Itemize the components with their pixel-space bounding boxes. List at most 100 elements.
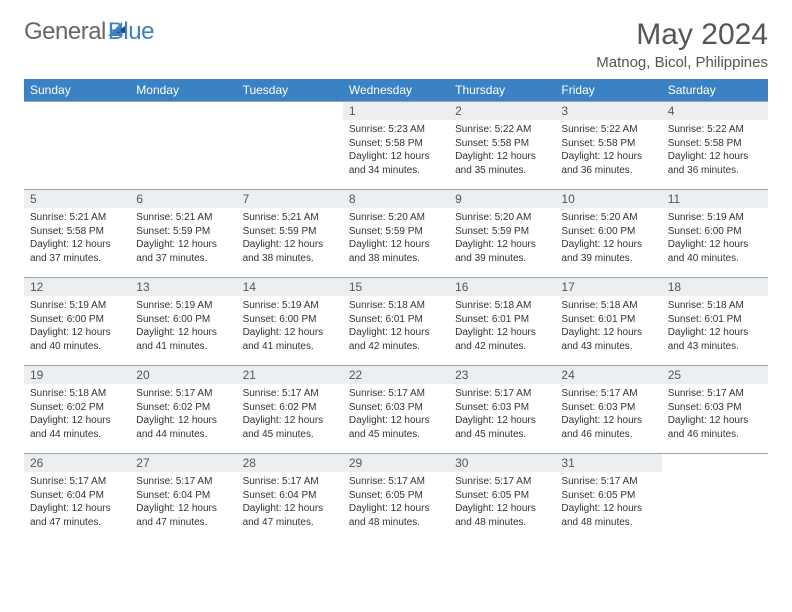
day-details: Sunrise: 5:20 AMSunset: 5:59 PMDaylight:… <box>449 208 555 269</box>
day-details: Sunrise: 5:18 AMSunset: 6:01 PMDaylight:… <box>449 296 555 357</box>
day-details: Sunrise: 5:23 AMSunset: 5:58 PMDaylight:… <box>343 120 449 181</box>
day-details: Sunrise: 5:17 AMSunset: 6:03 PMDaylight:… <box>343 384 449 445</box>
calendar-cell: 7Sunrise: 5:21 AMSunset: 5:59 PMDaylight… <box>237 190 343 278</box>
day-details: Sunrise: 5:17 AMSunset: 6:05 PMDaylight:… <box>555 472 661 533</box>
weekday-header: Tuesday <box>237 79 343 102</box>
calendar-cell: 19Sunrise: 5:18 AMSunset: 6:02 PMDayligh… <box>24 366 130 454</box>
day-number: 15 <box>343 278 449 296</box>
day-number: 10 <box>555 190 661 208</box>
brand-part1: General <box>24 18 106 46</box>
calendar-cell: 21Sunrise: 5:17 AMSunset: 6:02 PMDayligh… <box>237 366 343 454</box>
day-number: 1 <box>343 102 449 120</box>
calendar-cell: 2Sunrise: 5:22 AMSunset: 5:58 PMDaylight… <box>449 102 555 190</box>
day-details: Sunrise: 5:21 AMSunset: 5:59 PMDaylight:… <box>237 208 343 269</box>
calendar-cell: 18Sunrise: 5:18 AMSunset: 6:01 PMDayligh… <box>662 278 768 366</box>
day-number: 8 <box>343 190 449 208</box>
day-details: Sunrise: 5:19 AMSunset: 6:00 PMDaylight:… <box>130 296 236 357</box>
day-number: 28 <box>237 454 343 472</box>
calendar-cell <box>662 454 768 534</box>
weekday-header: Saturday <box>662 79 768 102</box>
location-subtitle: Matnog, Bicol, Philippines <box>596 54 768 71</box>
calendar-cell <box>130 102 236 190</box>
calendar-cell: 23Sunrise: 5:17 AMSunset: 6:03 PMDayligh… <box>449 366 555 454</box>
day-details: Sunrise: 5:17 AMSunset: 6:04 PMDaylight:… <box>237 472 343 533</box>
day-number: 2 <box>449 102 555 120</box>
day-number: 3 <box>555 102 661 120</box>
calendar-cell: 22Sunrise: 5:17 AMSunset: 6:03 PMDayligh… <box>343 366 449 454</box>
day-number: 30 <box>449 454 555 472</box>
day-number: 12 <box>24 278 130 296</box>
day-details: Sunrise: 5:18 AMSunset: 6:01 PMDaylight:… <box>662 296 768 357</box>
calendar-cell: 8Sunrise: 5:20 AMSunset: 5:59 PMDaylight… <box>343 190 449 278</box>
day-details: Sunrise: 5:17 AMSunset: 6:02 PMDaylight:… <box>130 384 236 445</box>
calendar-cell: 25Sunrise: 5:17 AMSunset: 6:03 PMDayligh… <box>662 366 768 454</box>
day-number: 18 <box>662 278 768 296</box>
calendar-cell <box>24 102 130 190</box>
day-number: 20 <box>130 366 236 384</box>
day-details: Sunrise: 5:17 AMSunset: 6:03 PMDaylight:… <box>449 384 555 445</box>
day-details: Sunrise: 5:21 AMSunset: 5:59 PMDaylight:… <box>130 208 236 269</box>
day-details: Sunrise: 5:17 AMSunset: 6:03 PMDaylight:… <box>662 384 768 445</box>
weekday-header: Monday <box>130 79 236 102</box>
day-details: Sunrise: 5:20 AMSunset: 5:59 PMDaylight:… <box>343 208 449 269</box>
day-number: 22 <box>343 366 449 384</box>
weekday-header: Sunday <box>24 79 130 102</box>
day-number: 17 <box>555 278 661 296</box>
calendar-cell: 6Sunrise: 5:21 AMSunset: 5:59 PMDaylight… <box>130 190 236 278</box>
day-number: 31 <box>555 454 661 472</box>
calendar-cell: 26Sunrise: 5:17 AMSunset: 6:04 PMDayligh… <box>24 454 130 534</box>
day-number: 5 <box>24 190 130 208</box>
day-number: 27 <box>130 454 236 472</box>
calendar-cell: 4Sunrise: 5:22 AMSunset: 5:58 PMDaylight… <box>662 102 768 190</box>
day-details: Sunrise: 5:17 AMSunset: 6:05 PMDaylight:… <box>343 472 449 533</box>
day-details: Sunrise: 5:19 AMSunset: 6:00 PMDaylight:… <box>24 296 130 357</box>
month-title: May 2024 <box>596 18 768 52</box>
day-details: Sunrise: 5:18 AMSunset: 6:01 PMDaylight:… <box>343 296 449 357</box>
day-details: Sunrise: 5:17 AMSunset: 6:04 PMDaylight:… <box>130 472 236 533</box>
day-number: 11 <box>662 190 768 208</box>
weekday-header: Friday <box>555 79 661 102</box>
day-details: Sunrise: 5:22 AMSunset: 5:58 PMDaylight:… <box>662 120 768 181</box>
calendar-cell: 29Sunrise: 5:17 AMSunset: 6:05 PMDayligh… <box>343 454 449 534</box>
calendar-cell: 31Sunrise: 5:17 AMSunset: 6:05 PMDayligh… <box>555 454 661 534</box>
calendar-cell: 11Sunrise: 5:19 AMSunset: 6:00 PMDayligh… <box>662 190 768 278</box>
day-details: Sunrise: 5:19 AMSunset: 6:00 PMDaylight:… <box>237 296 343 357</box>
calendar-cell: 24Sunrise: 5:17 AMSunset: 6:03 PMDayligh… <box>555 366 661 454</box>
day-number: 16 <box>449 278 555 296</box>
weekday-header: Thursday <box>449 79 555 102</box>
calendar-cell: 10Sunrise: 5:20 AMSunset: 6:00 PMDayligh… <box>555 190 661 278</box>
day-details: Sunrise: 5:20 AMSunset: 6:00 PMDaylight:… <box>555 208 661 269</box>
day-details: Sunrise: 5:17 AMSunset: 6:02 PMDaylight:… <box>237 384 343 445</box>
day-details: Sunrise: 5:19 AMSunset: 6:00 PMDaylight:… <box>662 208 768 269</box>
calendar-cell: 13Sunrise: 5:19 AMSunset: 6:00 PMDayligh… <box>130 278 236 366</box>
calendar-cell: 1Sunrise: 5:23 AMSunset: 5:58 PMDaylight… <box>343 102 449 190</box>
calendar-cell <box>237 102 343 190</box>
day-details: Sunrise: 5:18 AMSunset: 6:02 PMDaylight:… <box>24 384 130 445</box>
day-number: 24 <box>555 366 661 384</box>
day-number: 13 <box>130 278 236 296</box>
day-number: 14 <box>237 278 343 296</box>
day-details: Sunrise: 5:17 AMSunset: 6:05 PMDaylight:… <box>449 472 555 533</box>
day-number: 9 <box>449 190 555 208</box>
day-number: 29 <box>343 454 449 472</box>
calendar-cell: 5Sunrise: 5:21 AMSunset: 5:58 PMDaylight… <box>24 190 130 278</box>
calendar-cell: 12Sunrise: 5:19 AMSunset: 6:00 PMDayligh… <box>24 278 130 366</box>
day-number: 19 <box>24 366 130 384</box>
day-number: 7 <box>237 190 343 208</box>
calendar-cell: 9Sunrise: 5:20 AMSunset: 5:59 PMDaylight… <box>449 190 555 278</box>
calendar-cell: 20Sunrise: 5:17 AMSunset: 6:02 PMDayligh… <box>130 366 236 454</box>
weekday-header: Wednesday <box>343 79 449 102</box>
day-number: 4 <box>662 102 768 120</box>
calendar-cell: 15Sunrise: 5:18 AMSunset: 6:01 PMDayligh… <box>343 278 449 366</box>
calendar-cell: 27Sunrise: 5:17 AMSunset: 6:04 PMDayligh… <box>130 454 236 534</box>
calendar-cell: 17Sunrise: 5:18 AMSunset: 6:01 PMDayligh… <box>555 278 661 366</box>
day-number: 21 <box>237 366 343 384</box>
day-details: Sunrise: 5:17 AMSunset: 6:03 PMDaylight:… <box>555 384 661 445</box>
day-number: 6 <box>130 190 236 208</box>
brand-logo: General Blue <box>24 18 154 46</box>
calendar-cell: 14Sunrise: 5:19 AMSunset: 6:00 PMDayligh… <box>237 278 343 366</box>
calendar-cell: 28Sunrise: 5:17 AMSunset: 6:04 PMDayligh… <box>237 454 343 534</box>
calendar-table: SundayMondayTuesdayWednesdayThursdayFrid… <box>24 79 768 534</box>
day-details: Sunrise: 5:17 AMSunset: 6:04 PMDaylight:… <box>24 472 130 533</box>
calendar-cell: 30Sunrise: 5:17 AMSunset: 6:05 PMDayligh… <box>449 454 555 534</box>
